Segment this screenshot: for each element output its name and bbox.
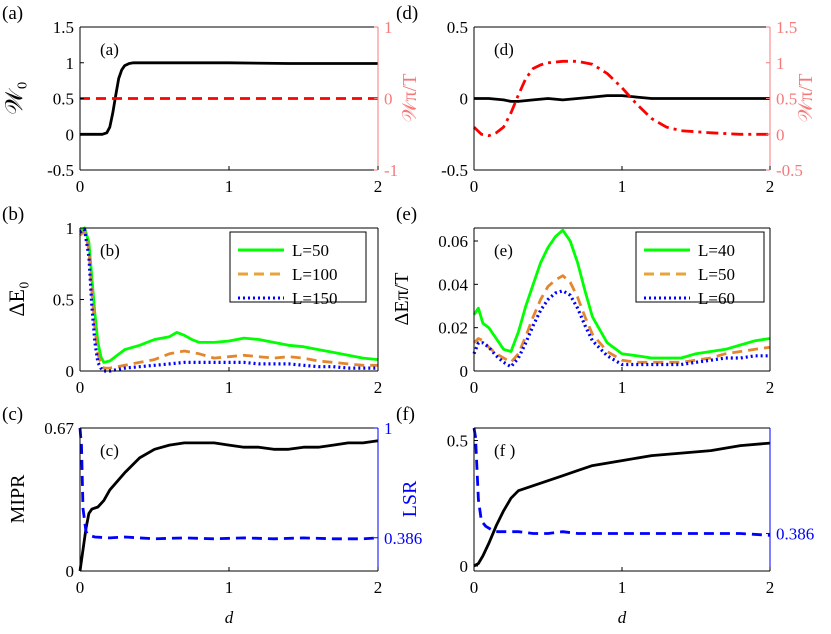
- x-tick-label-d: 2: [766, 177, 775, 196]
- x-tick-label-c: 2: [374, 578, 383, 597]
- series-line-b-l-100: [79, 229, 378, 370]
- legend-entry-e: L=50: [698, 265, 735, 284]
- y-axis-label-e: ΔEπ/T: [391, 273, 413, 326]
- x-tick-label-f: 0: [470, 578, 479, 597]
- series-line-d-w0: [474, 94, 770, 103]
- panel-label-b: (b): [2, 204, 24, 225]
- x-tick-label-e: 2: [766, 378, 775, 397]
- x-tick-label-e: 0: [470, 378, 479, 397]
- y-tick-label-d: 0.5: [447, 18, 468, 37]
- legend-box-e: [635, 231, 765, 303]
- y-tick-label-a: 0: [66, 125, 75, 144]
- series-line-c-lsr: [78, 427, 379, 541]
- panel-label-d: (d): [396, 3, 418, 24]
- y-right-tick-label-a: -1: [384, 161, 398, 180]
- series-line-e-l-50: [473, 274, 771, 364]
- y-tick-label-e: 0.04: [438, 275, 468, 294]
- inner-label-e: (e): [494, 241, 513, 260]
- x-tick-label-d: 1: [618, 177, 627, 196]
- x-tick-label-a: 2: [374, 177, 383, 196]
- x-tick-label-f: 2: [766, 578, 775, 597]
- y-right-tick-label-d: 1: [776, 54, 785, 73]
- inner-label-b: (b): [100, 241, 120, 260]
- inner-label-c: (c): [100, 441, 119, 460]
- series-line-c-mipr: [78, 439, 379, 572]
- y-tick-label-f: 0: [460, 557, 469, 576]
- legend-box-b: [229, 231, 367, 303]
- legend-entry-b: L=150: [292, 289, 337, 308]
- y-tick-label-a: 1.5: [53, 18, 74, 37]
- series-line-f-lsr: [472, 427, 771, 537]
- y-tick-label-f: 0.5: [447, 432, 468, 451]
- series-line-d-wpi: [473, 59, 770, 138]
- y-right-tick-label-d: -0.5: [776, 161, 803, 180]
- x-tick-label-a: 1: [225, 177, 234, 196]
- x-tick-label-e: 1: [618, 378, 627, 397]
- x-tick-label-a: 0: [76, 177, 85, 196]
- inner-label-d: (d): [494, 40, 514, 59]
- series-line-f-mipr: [473, 441, 771, 568]
- y-axis-label-c: MIPR: [7, 474, 29, 524]
- y-tick-label-e: 0: [460, 362, 469, 381]
- y-right-tick-label-d: 1.5: [776, 18, 797, 37]
- panel-label-f: (f): [396, 404, 415, 425]
- panel-label-a: (a): [2, 3, 23, 24]
- x-tick-label-f: 1: [618, 578, 627, 597]
- y-right-tick-label-c: 0.386: [384, 529, 422, 548]
- legend-entry-b: L=50: [292, 241, 329, 260]
- y-tick-label-c: 0: [66, 562, 75, 581]
- y-right-tick-label-c: 1: [384, 419, 393, 438]
- y-axis-right-label-c: LSR: [399, 480, 421, 517]
- x-tick-label-c: 0: [76, 578, 85, 597]
- y-tick-label-a: 1: [66, 54, 75, 73]
- y-tick-label-a: 0.5: [53, 90, 74, 109]
- y-tick-label-e: 0.06: [438, 232, 468, 251]
- y-axis-right-label-a: 𝒲π/T: [399, 74, 421, 123]
- x-axis-label-c: d: [225, 608, 234, 627]
- y-tick-label-b: 0: [66, 362, 75, 381]
- y-axis-right-label-d: 𝒲π/T: [795, 74, 817, 123]
- y-tick-label-d: 0: [460, 90, 469, 109]
- inner-label-f: (f ): [494, 441, 515, 460]
- y-tick-label-c: 0.67: [44, 419, 74, 438]
- y-axis-label-a: 𝒲₀: [2, 81, 28, 115]
- legend-entry-b: L=100: [292, 265, 337, 284]
- legend-entry-e: L=60: [698, 289, 735, 308]
- y-tick-label-e: 0.02: [438, 319, 468, 338]
- x-tick-label-b: 1: [225, 378, 234, 397]
- y-right-tick-label-d: 0: [776, 125, 785, 144]
- panel-label-e: (e): [396, 204, 417, 225]
- y-tick-label-a: -0.5: [47, 161, 74, 180]
- panel-label-c: (c): [2, 404, 23, 425]
- x-tick-label-c: 1: [225, 578, 234, 597]
- y-right-tick-label-a: 1: [384, 18, 393, 37]
- x-tick-label-b: 2: [374, 378, 383, 397]
- y-right-tick-label-d: 0.5: [776, 90, 797, 109]
- y-right-tick-label-f: 0.386: [776, 524, 814, 543]
- x-axis-label-f: d: [618, 608, 627, 627]
- y-right-tick-label-a: 0: [384, 90, 393, 109]
- y-tick-label-b: 0.5: [53, 291, 74, 310]
- series-line-a-w0: [80, 61, 378, 136]
- y-axis-label-b: ΔE₀: [4, 281, 29, 316]
- x-tick-label-d: 0: [470, 177, 479, 196]
- y-tick-label-d: -0.5: [441, 161, 468, 180]
- series-line-e-l-40: [472, 228, 771, 360]
- legend-entry-e: L=40: [698, 241, 735, 260]
- x-tick-label-b: 0: [76, 378, 85, 397]
- inner-label-a: (a): [100, 40, 119, 59]
- y-tick-label-b: 1: [66, 219, 75, 238]
- series-line-b-l-150: [79, 227, 378, 373]
